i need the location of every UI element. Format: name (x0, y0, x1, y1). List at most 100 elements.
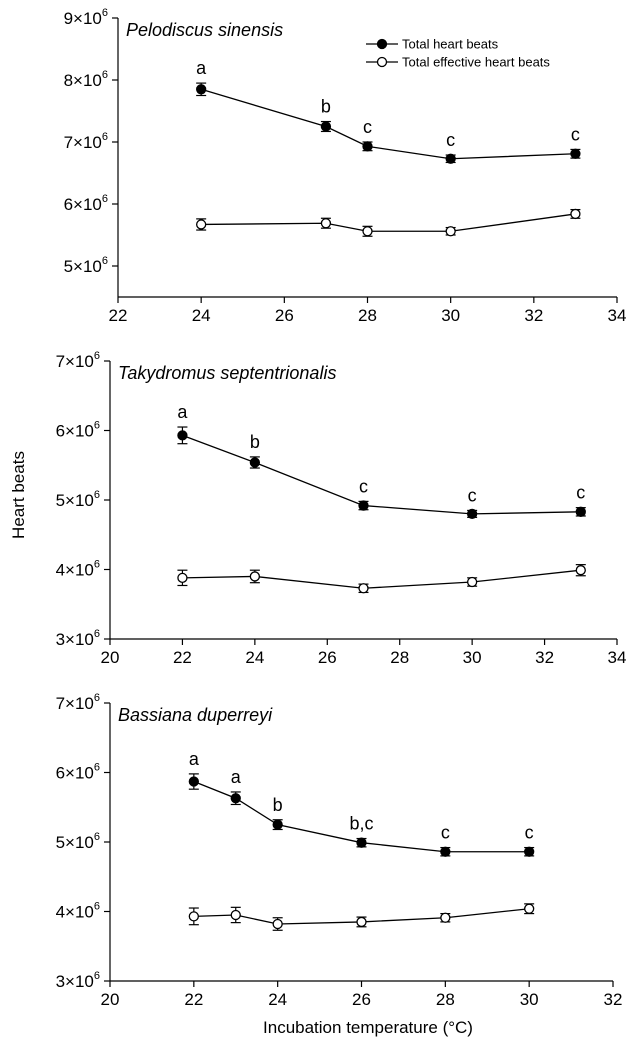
x-tick-label: 28 (436, 990, 455, 1009)
x-tick-label: 22 (184, 990, 203, 1009)
x-tick-label: 30 (463, 648, 482, 667)
total-heart-beats-line (182, 434, 581, 515)
significance-letter: c (576, 483, 585, 503)
total-effective-heart-beats-point (445, 226, 456, 237)
total-heart-beats-point (177, 430, 188, 441)
total-effective-heart-beats-line (182, 569, 581, 589)
significance-letter: b (250, 432, 260, 452)
significance-letter: c (525, 823, 534, 843)
y-tick-label: 4×106 (56, 559, 100, 580)
panel-1: 5×106 6×106 7×106 8×106 9×106 22 24 26 28 30 32 34 P… (64, 7, 626, 325)
y-tick-label: 7×106 (56, 350, 100, 371)
x-tick-label: 26 (352, 990, 371, 1009)
total-effective-heart-beats-point (272, 918, 283, 930)
x-tick-label: 22 (109, 306, 128, 325)
total-heart-beats-point (445, 153, 456, 164)
total-effective-heart-beats-point (358, 583, 369, 594)
x-tick-label: 34 (608, 306, 626, 325)
total-heart-beats-point (356, 837, 367, 848)
total-heart-beats-line (193, 780, 530, 853)
significance-letter: b (273, 795, 283, 815)
total-effective-heart-beats-point (320, 218, 332, 229)
total-heart-beats-point (358, 500, 369, 511)
y-tick-label: 9×106 (64, 7, 108, 28)
x-tick-label: 26 (275, 306, 294, 325)
total-effective-heart-beats-point (196, 219, 207, 230)
y-tick-label: 3×106 (56, 628, 100, 649)
significance-letter: a (189, 749, 200, 769)
total-effective-heart-beats-point (188, 911, 199, 922)
x-axis-label: Incubation temperature (°C) (263, 1018, 473, 1037)
y-tick-label: 4×106 (56, 901, 100, 922)
x-tick-label: 26 (318, 648, 337, 667)
panel-title: Takydromus septentrionalis (118, 363, 336, 383)
y-tick-label: 6×106 (56, 420, 100, 441)
significance-letter: a (177, 402, 188, 422)
x-tick-label: 32 (535, 648, 554, 667)
x-tick-label: 34 (608, 648, 626, 667)
x-tick-label: 20 (101, 990, 120, 1009)
legend-effective-marker (376, 56, 388, 68)
x-tick-label: 24 (192, 306, 211, 325)
x-tick-label: 24 (268, 990, 287, 1009)
total-heart-beats-point (570, 148, 581, 159)
significance-letter: c (446, 130, 455, 150)
y-tick-label: 5×106 (56, 489, 100, 510)
total-effective-heart-beats-point (570, 208, 581, 220)
significance-letter: c (363, 117, 372, 137)
y-tick-label: 8×106 (64, 69, 108, 90)
y-tick-label: 3×106 (56, 970, 100, 991)
total-heart-beats-point (249, 457, 261, 468)
y-tick-label: 5×106 (64, 255, 108, 276)
significance-letter: c (441, 823, 450, 843)
total-effective-heart-beats-point (356, 916, 367, 928)
panel-2: 3×106 4×106 5×106 6×106 7×106 20 22 24 26 28 30 32 3… (56, 350, 626, 667)
x-tick-label: 32 (604, 990, 623, 1009)
total-effective-heart-beats-point (440, 912, 451, 923)
total-effective-heart-beats-point (230, 909, 241, 921)
total-effective-heart-beats-point (575, 565, 586, 576)
x-tick-label: 20 (101, 648, 120, 667)
legend-effective-label: Total effective heart beats (402, 55, 550, 70)
panel-title: Bassiana duperreyi (118, 705, 273, 725)
significance-letter: c (359, 476, 368, 496)
total-heart-beats-line (200, 88, 576, 160)
total-heart-beats-point (230, 793, 241, 804)
total-effective-heart-beats-line (193, 908, 530, 925)
significance-letter: c (571, 124, 580, 144)
panels-group: 5×106 6×106 7×106 8×106 9×106 22 24 26 28 30 32 34 P… (56, 7, 626, 1009)
legend-total-label: Total heart beats (402, 37, 499, 52)
total-heart-beats-point (524, 846, 535, 857)
y-tick-label: 6×106 (64, 193, 108, 214)
total-effective-heart-beats-point (524, 903, 535, 914)
panel-3: 3×106 4×106 5×106 6×106 7×106 20 22 24 26 28 30 32 B… (56, 692, 623, 1009)
y-tick-label: 7×106 (64, 131, 108, 152)
total-effective-heart-beats-point (362, 226, 373, 237)
total-heart-beats-point (466, 508, 478, 520)
significance-letter: b,c (349, 814, 373, 834)
y-tick-label: 6×106 (56, 762, 100, 783)
total-effective-heart-beats-point (466, 576, 478, 588)
total-heart-beats-point (362, 141, 373, 152)
total-effective-heart-beats-line (201, 213, 576, 232)
x-tick-label: 30 (441, 306, 460, 325)
significance-letter: a (196, 58, 207, 78)
total-heart-beats-point (196, 84, 207, 95)
total-effective-heart-beats-point (249, 571, 261, 582)
x-tick-label: 28 (390, 648, 409, 667)
total-heart-beats-point (272, 819, 283, 830)
significance-letter: b (321, 97, 331, 117)
y-tick-label: 5×106 (56, 831, 100, 852)
total-effective-heart-beats-point (177, 572, 188, 583)
total-heart-beats-point (440, 846, 451, 857)
y-axis-label: Heart beats (9, 451, 28, 539)
total-heart-beats-point (320, 121, 332, 132)
significance-letter: a (231, 767, 242, 787)
panel-title: Pelodiscus sinensis (126, 20, 283, 40)
y-tick-label: 7×106 (56, 692, 100, 713)
x-tick-label: 32 (524, 306, 543, 325)
total-heart-beats-point (188, 776, 199, 787)
x-tick-label: 28 (358, 306, 377, 325)
significance-letter: c (468, 485, 477, 505)
